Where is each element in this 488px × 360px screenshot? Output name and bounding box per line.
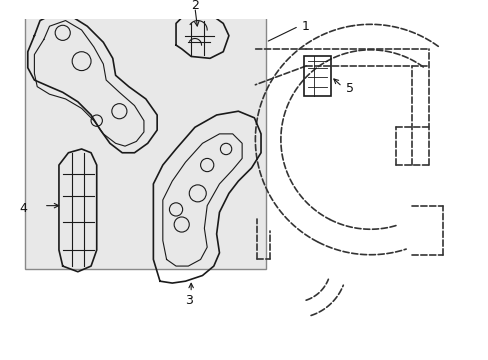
Bar: [304, 57, 330, 96]
FancyBboxPatch shape: [25, 9, 265, 269]
Text: 1: 1: [301, 20, 309, 33]
Text: 3: 3: [185, 293, 193, 307]
Text: 5: 5: [346, 82, 353, 95]
Text: 4: 4: [19, 202, 27, 215]
Text: 2: 2: [191, 0, 199, 12]
